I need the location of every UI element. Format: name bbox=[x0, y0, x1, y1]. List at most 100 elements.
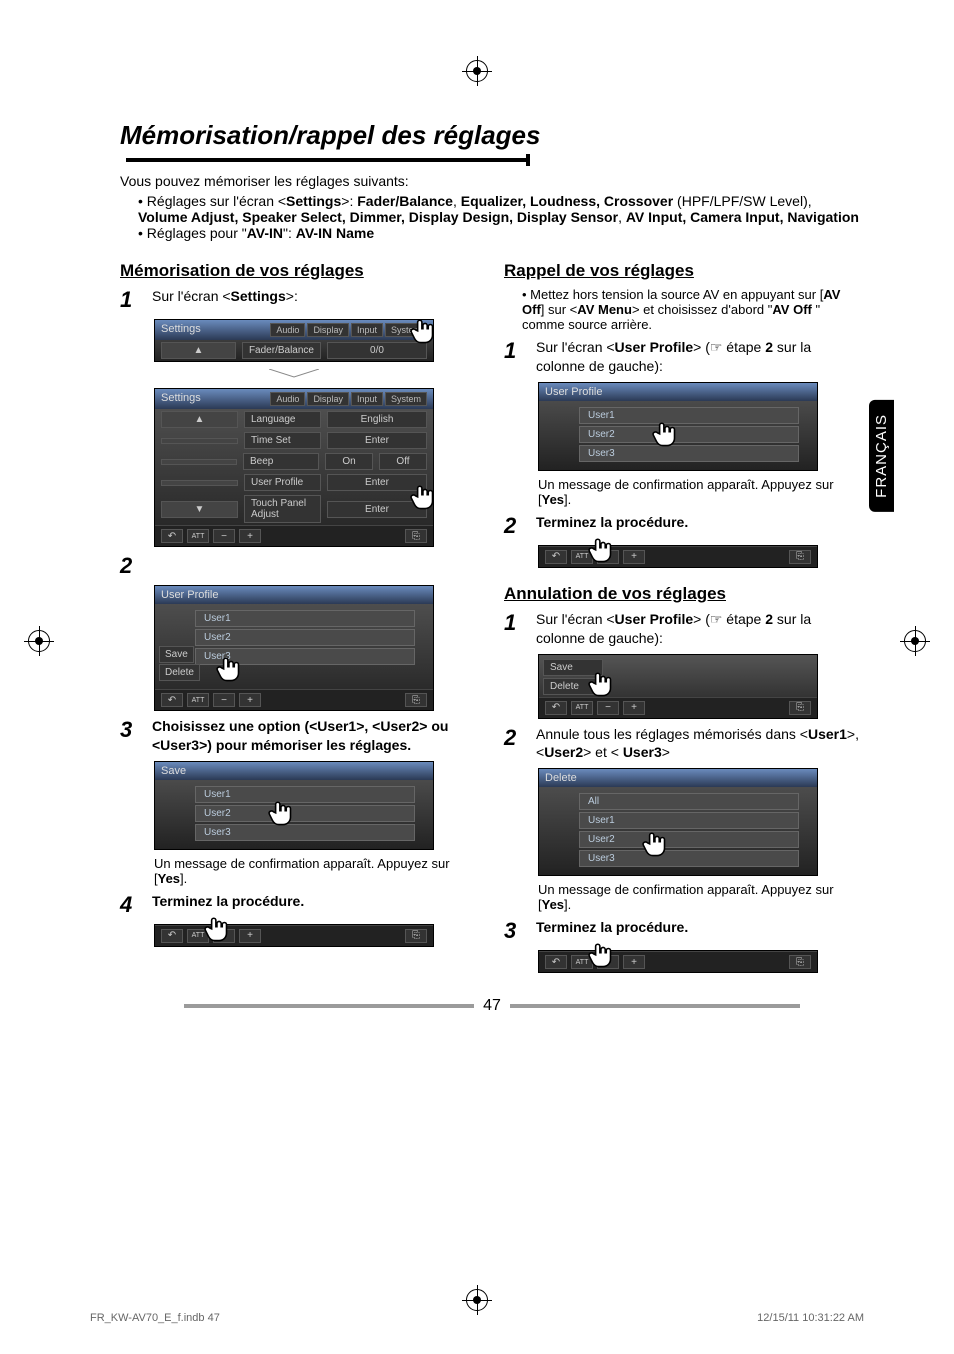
ui-cell: Off bbox=[379, 453, 427, 470]
page-number-row: 47 bbox=[120, 997, 864, 1015]
ui-cell: Enter bbox=[327, 432, 427, 449]
step-text: Sur l'écran <User Profile> (☞ étape 2 su… bbox=[536, 610, 864, 648]
ui-cell: Touch Panel Adjust bbox=[244, 495, 321, 523]
exit-icon: ⎘ bbox=[789, 550, 811, 564]
left-step-2: 2 bbox=[120, 553, 480, 579]
plus-icon: + bbox=[239, 529, 261, 543]
ui-cell: Beep bbox=[243, 453, 319, 470]
step-text: Sur l'écran <Settings>: bbox=[152, 287, 480, 306]
intro-item-2: Réglages pour "AV-IN": AV-IN Name bbox=[138, 225, 864, 241]
ui-cell: Fader/Balance bbox=[242, 342, 321, 359]
hand-cursor-icon bbox=[585, 535, 619, 569]
ui-footer-bar: ↶ ATT − + ⎘ bbox=[154, 924, 434, 947]
cancel-step-1: 1 Sur l'écran <User Profile> (☞ étape 2 … bbox=[504, 610, 864, 648]
exit-icon: ⎘ bbox=[789, 955, 811, 969]
ui-title: User Profile bbox=[539, 383, 817, 401]
intro-item-1: Réglages sur l'écran <Settings>: Fader/B… bbox=[138, 193, 864, 225]
ui-cell: Language bbox=[244, 411, 321, 428]
save-label: Save bbox=[159, 646, 194, 663]
cancel-step-3: 3 Terminez la procédure. bbox=[504, 918, 864, 944]
att-icon: ATT bbox=[187, 693, 209, 707]
hand-cursor-icon bbox=[407, 316, 441, 350]
memo-heading: Mémorisation de vos réglages bbox=[120, 261, 480, 281]
back-icon: ↶ bbox=[161, 929, 183, 943]
step-number: 1 bbox=[504, 338, 526, 364]
plus-icon: + bbox=[623, 550, 645, 564]
ui-settings-system: Settings Audio Display Input System ▲Lan… bbox=[154, 388, 434, 547]
page-rule bbox=[510, 1004, 800, 1008]
plus-icon: + bbox=[623, 701, 645, 715]
user-option: User1 bbox=[579, 812, 799, 829]
user-option: User2 bbox=[579, 831, 799, 848]
ui-cell: User Profile bbox=[244, 474, 321, 491]
ui-title: User Profile bbox=[155, 586, 433, 604]
att-icon: ATT bbox=[187, 529, 209, 543]
left-column: Mémorisation de vos réglages 1 Sur l'écr… bbox=[120, 253, 480, 979]
user-option: User2 bbox=[579, 426, 799, 443]
down-arrow-icon: ▼ bbox=[161, 501, 238, 518]
user-option: User2 bbox=[195, 629, 415, 646]
minus-icon: − bbox=[213, 529, 235, 543]
ui-tab: Display bbox=[307, 392, 349, 406]
hand-cursor-icon bbox=[585, 940, 619, 974]
footer-timestamp: 12/15/11 10:31:22 AM bbox=[757, 1312, 864, 1324]
ui-cell: Time Set bbox=[244, 432, 321, 449]
exit-icon: ⎘ bbox=[789, 701, 811, 715]
hand-cursor-icon bbox=[265, 798, 299, 832]
step-number: 2 bbox=[504, 725, 526, 751]
step-text: Sur l'écran <User Profile> (☞ étape 2 su… bbox=[536, 338, 864, 376]
back-icon: ↶ bbox=[161, 529, 183, 543]
ui-cell: English bbox=[327, 411, 427, 428]
footer-meta: FR_KW-AV70_E_f.indb 47 12/15/11 10:31:22… bbox=[90, 1312, 864, 1324]
back-icon: ↶ bbox=[545, 550, 567, 564]
title-row: Mémorisation/rappel des réglages bbox=[120, 120, 864, 173]
step-text: Choisissez une option (<User1>, <User2> … bbox=[152, 717, 480, 755]
delete-label: Delete bbox=[159, 664, 200, 681]
exit-icon: ⎘ bbox=[405, 693, 427, 707]
intro-text: Vous pouvez mémoriser les réglages suiva… bbox=[120, 173, 864, 189]
ui-tab: Display bbox=[307, 323, 349, 337]
right-step-2: 2 Terminez la procédure. bbox=[504, 513, 864, 539]
left-step-1: 1 Sur l'écran <Settings>: bbox=[120, 287, 480, 313]
page-rule bbox=[184, 1004, 474, 1008]
hand-cursor-icon bbox=[201, 914, 235, 948]
exit-icon: ⎘ bbox=[405, 929, 427, 943]
right-column: Rappel de vos réglages Mettez hors tensi… bbox=[504, 253, 864, 979]
step-number: 1 bbox=[120, 287, 142, 313]
ui-save: Save User1 User2 User3 bbox=[154, 761, 434, 850]
back-icon: ↶ bbox=[545, 955, 567, 969]
ui-title: Delete bbox=[539, 769, 817, 787]
step-number: 2 bbox=[504, 513, 526, 539]
confirm-text: Un message de confirmation apparaît. App… bbox=[154, 856, 480, 886]
ui-save-delete: Save Delete ↶ ATT − + ⎘ bbox=[538, 654, 818, 719]
plus-icon: + bbox=[239, 929, 261, 943]
hand-cursor-icon bbox=[639, 829, 673, 863]
step-number: 2 bbox=[120, 553, 142, 579]
hand-cursor-icon bbox=[213, 654, 247, 688]
ui-delete: Delete All User1 User2 User3 bbox=[538, 768, 818, 876]
intro-list: Réglages sur l'écran <Settings>: Fader/B… bbox=[138, 193, 864, 241]
plus-icon: + bbox=[239, 693, 261, 707]
ui-tab: Audio bbox=[270, 323, 305, 337]
minus-icon: − bbox=[213, 693, 235, 707]
up-arrow-icon: ▲ bbox=[161, 342, 236, 359]
cancel-heading: Annulation de vos réglages bbox=[504, 584, 864, 604]
back-icon: ↶ bbox=[545, 701, 567, 715]
step-text: Annule tous les réglages mémorisés dans … bbox=[536, 725, 864, 763]
step-text: Terminez la procédure. bbox=[536, 918, 864, 937]
confirm-text: Un message de confirmation apparaît. App… bbox=[538, 882, 864, 912]
back-icon: ↶ bbox=[161, 693, 183, 707]
ui-title: Settings bbox=[161, 392, 201, 406]
user-option: User3 bbox=[579, 445, 799, 462]
step-number: 3 bbox=[120, 717, 142, 743]
footer-file: FR_KW-AV70_E_f.indb 47 bbox=[90, 1312, 220, 1324]
step-text: Terminez la procédure. bbox=[152, 892, 480, 911]
page-title: Mémorisation/rappel des réglages bbox=[120, 120, 540, 151]
recall-intro: Mettez hors tension la source AV en appu… bbox=[522, 287, 864, 332]
left-step-4: 4 Terminez la procédure. bbox=[120, 892, 480, 918]
ui-tab: System bbox=[385, 392, 427, 406]
ui-title: Settings bbox=[161, 323, 201, 337]
ui-settings-top: Settings Audio Display Input System ▲ Fa… bbox=[154, 319, 434, 362]
ui-footer-bar: ↶ ATT − + ⎘ bbox=[538, 545, 818, 568]
user-option: User1 bbox=[195, 610, 415, 627]
